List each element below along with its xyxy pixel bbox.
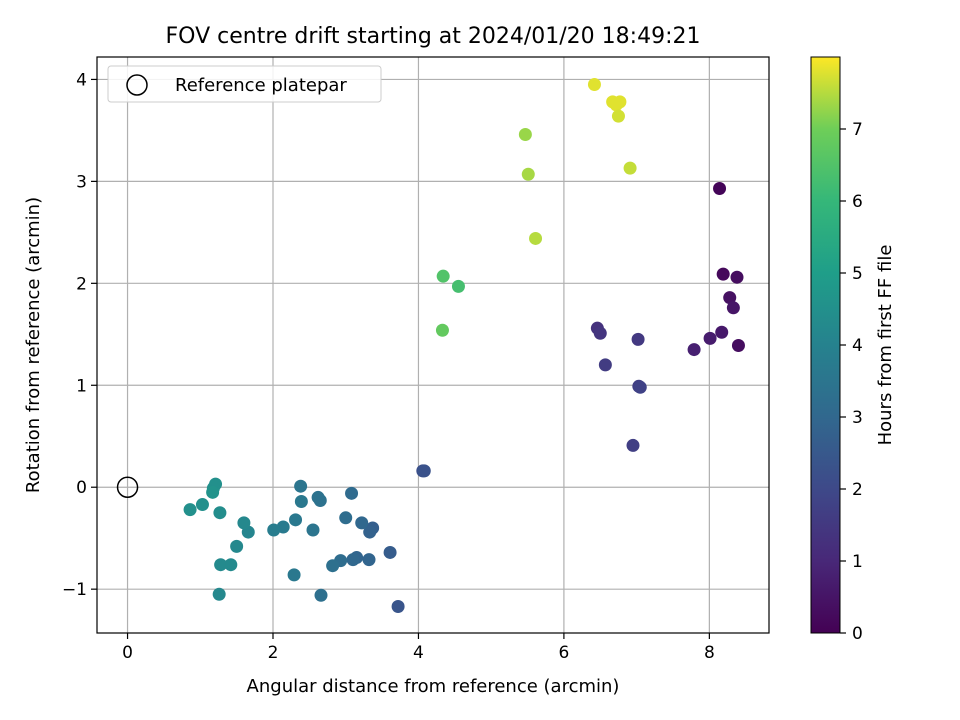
- plot-frame: [97, 57, 769, 633]
- data-point: [363, 553, 376, 566]
- data-point: [213, 588, 226, 601]
- x-tick-label: 2: [268, 643, 279, 663]
- colorbar-tick-label: 5: [852, 264, 863, 284]
- y-axis-ticks: −1 0 1 2 3 4: [62, 70, 97, 600]
- data-point: [688, 343, 701, 356]
- data-point: [715, 326, 728, 339]
- data-point: [295, 495, 308, 508]
- data-point: [519, 128, 532, 141]
- data-point: [267, 524, 280, 537]
- data-point: [727, 301, 740, 314]
- data-point: [588, 78, 601, 91]
- data-point: [230, 540, 243, 553]
- data-point: [294, 480, 307, 493]
- colorbar: 0 1 2 3 4 5 6 7 Hours from first FF file: [811, 57, 896, 644]
- y-tick-label: 3: [76, 172, 87, 192]
- data-point: [610, 98, 623, 111]
- chart-canvas: FOV centre drift starting at 2024/01/20 …: [0, 0, 960, 720]
- y-tick-label: −1: [62, 580, 87, 600]
- data-point: [289, 513, 302, 526]
- y-axis-label: Rotation from reference (arcmin): [23, 197, 44, 493]
- data-point: [347, 553, 360, 566]
- data-point: [196, 498, 209, 511]
- data-point: [731, 271, 744, 284]
- data-points: [184, 78, 745, 613]
- y-tick-label: 4: [76, 70, 87, 90]
- data-point: [326, 559, 339, 572]
- data-point: [612, 110, 625, 123]
- data-point: [634, 381, 647, 394]
- x-axis-label: Angular distance from reference (arcmin): [247, 676, 620, 697]
- data-point: [345, 487, 358, 500]
- data-point: [704, 332, 717, 345]
- data-point: [237, 516, 250, 529]
- data-point: [392, 600, 405, 613]
- colorbar-tick-label: 7: [852, 120, 863, 140]
- data-point: [436, 324, 449, 337]
- data-point: [529, 232, 542, 245]
- data-point: [307, 524, 320, 537]
- data-point: [288, 568, 301, 581]
- y-tick-label: 2: [76, 274, 87, 294]
- colorbar-ticks: 0 1 2 3 4 5 6 7: [840, 120, 863, 644]
- data-point: [594, 327, 607, 340]
- data-point: [437, 270, 450, 283]
- colorbar-tick-label: 2: [852, 480, 863, 500]
- colorbar-gradient: [811, 57, 840, 633]
- data-point: [384, 546, 397, 559]
- data-point: [627, 439, 640, 452]
- x-tick-label: 0: [122, 643, 133, 663]
- data-point: [315, 589, 328, 602]
- x-tick-label: 8: [704, 643, 715, 663]
- data-point: [312, 491, 325, 504]
- data-point: [717, 268, 730, 281]
- data-point: [213, 506, 226, 519]
- legend-label-reference: Reference platepar: [175, 75, 347, 96]
- data-point: [713, 182, 726, 195]
- colorbar-tick-label: 3: [852, 408, 863, 428]
- x-tick-label: 6: [558, 643, 569, 663]
- data-point: [206, 486, 219, 499]
- chart-title: FOV centre drift starting at 2024/01/20 …: [166, 24, 701, 49]
- data-point: [732, 339, 745, 352]
- data-point: [522, 168, 535, 181]
- y-tick-label: 1: [76, 376, 87, 396]
- data-point: [339, 511, 352, 524]
- legend: Reference platepar: [108, 66, 381, 102]
- y-tick-label: 0: [76, 478, 87, 498]
- x-axis-ticks: 0 2 4 6 8: [122, 633, 715, 663]
- colorbar-tick-label: 6: [852, 192, 863, 212]
- data-point: [599, 358, 612, 371]
- colorbar-label: Hours from first FF file: [875, 245, 896, 446]
- data-point: [624, 162, 637, 175]
- data-point: [355, 516, 368, 529]
- x-tick-label: 4: [413, 643, 424, 663]
- colorbar-tick-label: 1: [852, 552, 863, 572]
- data-point: [214, 558, 227, 571]
- data-point: [632, 333, 645, 346]
- grid-lines: [97, 57, 769, 633]
- data-point: [452, 280, 465, 293]
- data-point: [184, 503, 197, 516]
- data-point: [418, 464, 431, 477]
- colorbar-tick-label: 4: [852, 336, 863, 356]
- colorbar-tick-label: 0: [852, 624, 863, 644]
